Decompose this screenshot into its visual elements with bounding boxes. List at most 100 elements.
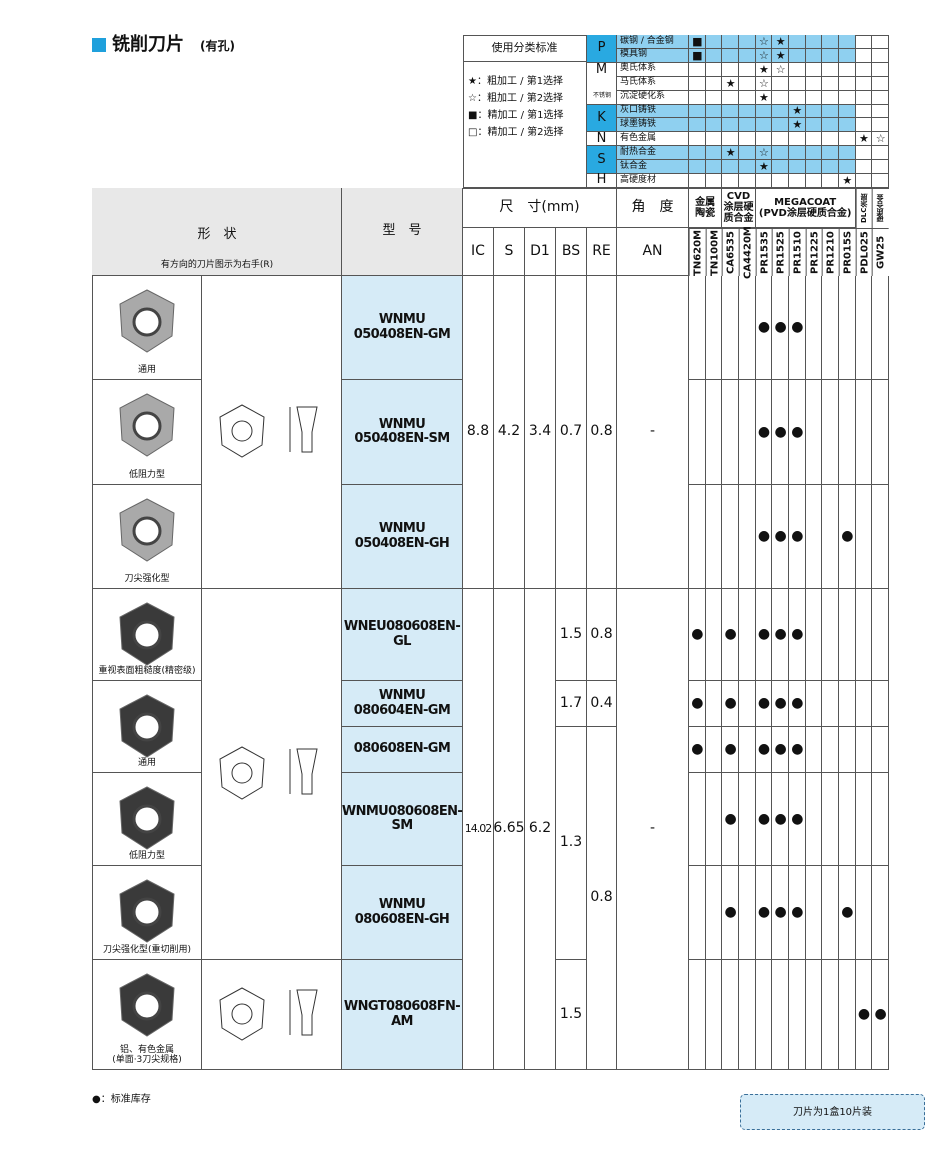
material-mark-cell <box>805 62 823 77</box>
material-mark-cell <box>722 160 739 175</box>
stock-mark: ● <box>774 904 787 921</box>
material-mark: ☆ <box>775 62 786 76</box>
stock-mark: ● <box>757 741 771 758</box>
dimension: 0.4 <box>587 681 617 727</box>
model-heading: 型 号 <box>342 188 463 276</box>
material-mark-cell <box>872 160 889 175</box>
material-mark-cell <box>722 104 739 119</box>
material-mark-cell <box>772 146 789 161</box>
stock-cell <box>872 485 889 589</box>
material-mark-cell <box>805 90 823 105</box>
stock-cell <box>689 485 706 589</box>
material-mark-cell <box>739 132 756 147</box>
material-mark-cell <box>789 35 806 49</box>
stock-cell <box>855 276 873 380</box>
shape-cell <box>92 276 202 380</box>
material-mark-cell <box>755 104 773 119</box>
material-mark-cell <box>739 174 756 188</box>
stock-cell <box>705 380 723 485</box>
material-mark-cell <box>839 48 856 63</box>
diagram-cell <box>202 589 342 960</box>
stock-cell <box>705 589 723 681</box>
stock-cell <box>739 960 756 1070</box>
material-code: P <box>587 35 617 63</box>
material-mark-cell <box>739 48 756 63</box>
stock-cell <box>755 681 773 727</box>
material-code: N <box>587 131 617 147</box>
insert-image <box>119 694 175 758</box>
stock-cell <box>822 589 839 681</box>
material-mark-cell <box>772 118 789 133</box>
stock-cell <box>789 727 806 773</box>
shape-caption: 通用 <box>137 365 156 376</box>
stock-cell <box>789 960 806 1070</box>
material-name: 有色金属 <box>617 132 689 147</box>
material-mark-cell <box>705 118 723 133</box>
material-mark-cell <box>755 35 773 49</box>
material-mark: ★ <box>859 132 869 146</box>
stock-cell <box>689 960 706 1070</box>
stock-cell <box>789 589 806 681</box>
material-mark-cell <box>772 132 789 147</box>
stock-cell <box>855 866 873 960</box>
material-mark-cell <box>689 104 706 119</box>
stock-cell <box>772 960 789 1070</box>
material-mark-cell <box>739 35 756 49</box>
stock-cell <box>772 866 789 960</box>
stock-cell <box>839 485 856 589</box>
size-column: S <box>494 228 525 276</box>
material-mark-cell <box>755 160 773 175</box>
stock-cell <box>805 681 823 727</box>
insert-diagram <box>218 986 318 1041</box>
legend-item: ■：精加工 / 第1选择 <box>468 109 564 121</box>
shape-caption: 低阻力型 <box>128 470 165 481</box>
material-name: 碳钢 / 合金钢 <box>617 35 689 49</box>
stock-cell <box>839 773 856 866</box>
material-mark-cell <box>705 160 723 175</box>
material-mark-cell <box>705 35 723 49</box>
shape-header <box>92 188 342 276</box>
dimension: 6.65 <box>493 589 525 1070</box>
material-mark-cell <box>705 146 723 161</box>
material-mark-cell <box>755 132 773 147</box>
material-mark-cell <box>722 118 739 133</box>
dimension: 3.4 <box>525 276 556 589</box>
shape-caption: 通用 <box>137 758 156 769</box>
legend-item: ★：粗加工 / 第1选择 <box>468 75 564 87</box>
material-mark-cell <box>872 90 889 105</box>
material-mark-cell <box>872 146 889 161</box>
classification-heading: 使用分类标准 <box>463 35 587 62</box>
material-mark-cell <box>705 174 723 188</box>
stock-cell <box>705 866 723 960</box>
stock-mark: ● <box>774 695 787 712</box>
insert-image <box>119 393 175 457</box>
legend-area <box>463 62 587 188</box>
material-mark-cell <box>689 146 706 161</box>
dimension: 6.2 <box>525 589 556 1070</box>
stock-mark: ● <box>691 695 704 712</box>
stock-cell <box>689 773 706 866</box>
material-mark-cell <box>855 90 873 105</box>
material-mark-cell <box>872 104 889 119</box>
grade-group: 金属 陶瓷 <box>689 188 723 228</box>
stock-cell <box>705 773 723 866</box>
material-mark-cell <box>805 104 823 119</box>
material-name: 沉淀硬化系 <box>617 90 689 105</box>
dimension: 1.3 <box>556 727 587 960</box>
stock-cell <box>839 681 856 727</box>
model: 080608EN-GM <box>342 727 463 773</box>
stock-cell <box>705 727 723 773</box>
stock-cell <box>805 276 823 380</box>
stock-cell <box>722 485 739 589</box>
stock-mark: ● <box>791 626 804 643</box>
material-code-note: 不锈钢 <box>592 92 611 100</box>
material-mark-cell <box>722 62 739 77</box>
stock-cell <box>739 727 756 773</box>
material-mark-cell <box>755 146 773 161</box>
insert-image <box>119 498 175 562</box>
model: WNMU 080608EN-GH <box>342 866 463 960</box>
material-mark-cell <box>805 160 823 175</box>
material-mark-cell <box>739 104 756 119</box>
material-mark-cell <box>855 76 873 91</box>
material-code: H <box>587 173 617 188</box>
